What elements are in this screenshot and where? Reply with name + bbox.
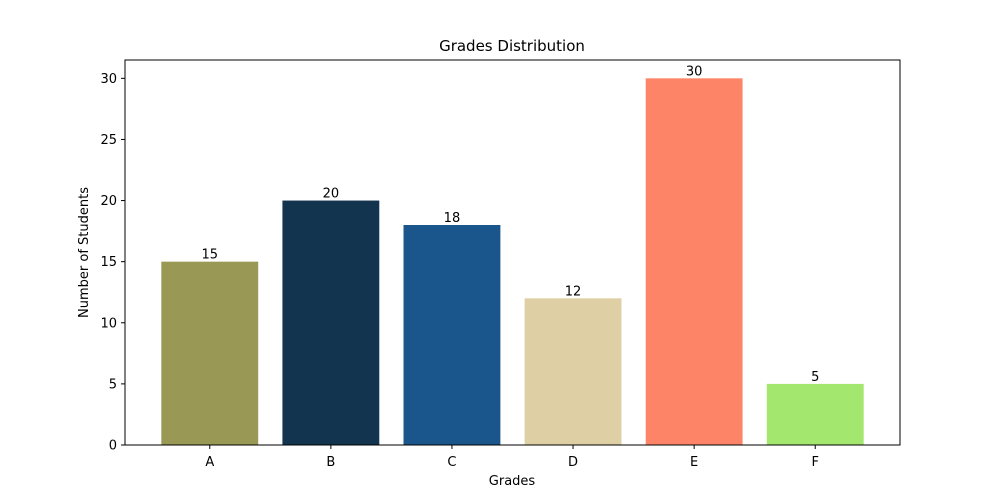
bar-e — [645, 78, 743, 445]
chart-title: Grades Distribution — [439, 37, 585, 55]
bar-value-label-d: 12 — [565, 284, 582, 299]
x-tick-label-c: C — [447, 455, 456, 470]
x-tick-label-a: A — [205, 455, 214, 470]
x-tick-label-d: D — [568, 455, 578, 470]
y-axis-title: Number of Students — [77, 187, 92, 318]
bar-value-label-c: 18 — [444, 211, 461, 226]
bar-value-label-e: 30 — [686, 64, 703, 79]
y-tick-label-30: 30 — [100, 72, 117, 87]
y-tick-label-25: 25 — [100, 133, 117, 148]
x-tick-label-f: F — [811, 455, 818, 470]
bar-a — [161, 261, 259, 445]
x-tick-label-e: E — [690, 455, 698, 470]
y-tick-label-5: 5 — [109, 377, 117, 392]
bar-value-label-b: 20 — [323, 187, 340, 202]
y-tick-label-20: 20 — [100, 194, 117, 209]
bar-value-label-a: 15 — [201, 248, 218, 263]
y-tick-label-0: 0 — [109, 439, 117, 454]
plot-frame — [124, 59, 901, 446]
bar-c — [403, 225, 501, 445]
x-axis-title: Grades — [489, 474, 536, 489]
bar-value-label-f: 5 — [811, 370, 819, 385]
x-tick-label-b: B — [326, 455, 335, 470]
y-tick-label-15: 15 — [100, 255, 117, 270]
bar-b — [282, 200, 380, 445]
bar-f — [766, 383, 864, 445]
bar-d — [524, 298, 622, 445]
y-tick-label-10: 10 — [100, 316, 117, 331]
